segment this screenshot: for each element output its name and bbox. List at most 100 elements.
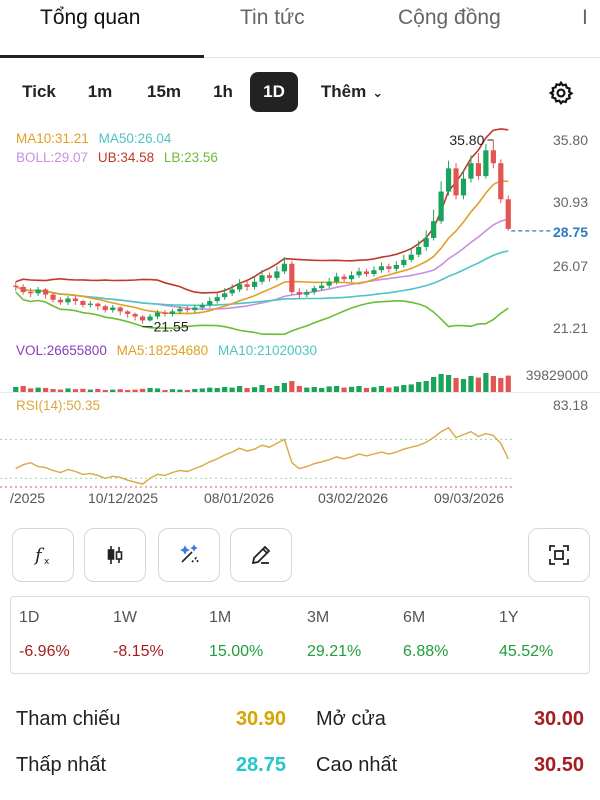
volume-bar [490, 376, 496, 392]
volume-bar [259, 385, 265, 392]
candle-body [50, 294, 56, 300]
tab-overview[interactable]: Tổng quan [40, 6, 141, 29]
volume-bar [192, 389, 198, 392]
candle-body [87, 303, 93, 305]
rsi-legend: RSI(14):50.35 [16, 398, 106, 413]
volume-bar [505, 375, 511, 392]
x-tick-3: 03/02/2026 [318, 490, 389, 506]
last-price-label: 28.75 [552, 224, 588, 240]
price-chart[interactable]: 35.80 21.55 [0, 0, 600, 515]
candle-body [326, 281, 332, 286]
volume-bar [416, 382, 422, 392]
candle-body [13, 285, 19, 287]
candle-body [483, 150, 489, 177]
candle-body [304, 292, 310, 295]
interval-more-dropdown[interactable]: Thêm ⌄ [310, 72, 394, 112]
volume-bar [363, 388, 370, 392]
candle-body [475, 163, 482, 177]
interval-15m[interactable]: 15m [146, 82, 182, 101]
candle-body [281, 263, 287, 272]
volume-bar [199, 388, 205, 392]
chart-settings-button[interactable] [548, 80, 574, 106]
performance-period-label: 1M [209, 609, 232, 626]
interval-1d[interactable]: 1D [250, 72, 298, 112]
candle-body [229, 289, 235, 294]
candle-body [311, 288, 317, 293]
screenshot-icon [549, 545, 569, 565]
volume-bar [460, 379, 467, 392]
candle-body [363, 271, 370, 275]
interval-1m[interactable]: 1m [87, 82, 113, 101]
candle-body [222, 293, 228, 298]
candle-body [177, 308, 183, 312]
candle-body [169, 311, 176, 314]
candle-body [393, 264, 399, 269]
svg-text:x: x [44, 557, 50, 567]
volume-bar [184, 390, 190, 392]
upper-band-value: UB:34.58 [97, 150, 155, 165]
chart-type-button[interactable] [84, 528, 146, 582]
candle-body [154, 312, 161, 317]
candle-body [468, 163, 474, 179]
candle-body [401, 259, 407, 265]
volume-ma10-value: MA10:21020030 [217, 343, 318, 358]
candlestick-icon [107, 546, 123, 564]
volume-bar [378, 386, 385, 392]
volume-bar [42, 388, 49, 392]
magic-draw-icon [180, 544, 199, 563]
volume-legend: VOL:26655800 MA5:18254680 MA10:21020030 [16, 343, 323, 358]
volume-bar [117, 389, 123, 392]
volume-bar [453, 378, 459, 392]
candle-body [445, 168, 452, 192]
volume-bar [237, 386, 243, 392]
candle-body [416, 246, 422, 255]
candle-body [199, 304, 205, 308]
volume-bar [498, 378, 504, 392]
draw-tool-button[interactable] [230, 528, 292, 582]
ai-draw-button[interactable] [158, 528, 220, 582]
performance-period-label: 1D [19, 609, 40, 626]
performance-period-value: 45.52% [499, 643, 554, 660]
gear-icon [548, 80, 574, 106]
tab-more-overflow[interactable]: I [582, 6, 588, 29]
volume-bar [475, 377, 482, 392]
volume-bar [80, 388, 86, 392]
performance-period-label: 3M [307, 609, 330, 626]
ma50-line [15, 250, 509, 307]
interval-toolbar: Tick 1m 15m 1h 1D Thêm ⌄ [0, 72, 600, 112]
volume-bar [132, 389, 138, 392]
tab-community[interactable]: Cộng đồng [398, 6, 501, 29]
volume-bar [214, 388, 220, 392]
candle-body [438, 191, 444, 222]
performance-period-label: 1Y [499, 609, 519, 626]
ma10-line [15, 179, 509, 315]
boll-value: BOLL:29.07 [16, 150, 89, 165]
high-price-label: Cao nhất [316, 754, 398, 776]
volume-bar [207, 387, 213, 392]
volume-bar [162, 390, 168, 392]
tab-news[interactable]: Tin tức [240, 6, 305, 29]
candle-body [214, 297, 220, 302]
boll-legend: BOLL:29.07 UB:34.58 LB:23.56 [16, 150, 224, 165]
ma-legend: MA10:31.21 MA50:26.04 [16, 131, 177, 146]
volume-bar [281, 383, 287, 392]
y-tick-3: 26.07 [552, 258, 588, 274]
candle-body [95, 303, 101, 307]
volume-bar [13, 387, 19, 392]
interval-1h[interactable]: 1h [213, 82, 233, 101]
volume-bar [154, 388, 161, 392]
fullscreen-capture-button[interactable] [528, 528, 590, 582]
open-price-value: 30.00 [533, 708, 584, 730]
interval-more-label: Thêm [320, 82, 367, 101]
candle-body [356, 271, 362, 276]
volume-bar [177, 389, 183, 392]
open-price-label: Mở cửa [316, 708, 386, 730]
low-marker-label: 21.55 [154, 319, 189, 335]
volume-bar [169, 389, 176, 392]
y-tick-max: 35.80 [552, 132, 588, 148]
volume-bar [110, 389, 116, 392]
interval-tick[interactable]: Tick [22, 82, 56, 101]
lower-band-line [15, 291, 509, 336]
candle-body [505, 199, 511, 229]
